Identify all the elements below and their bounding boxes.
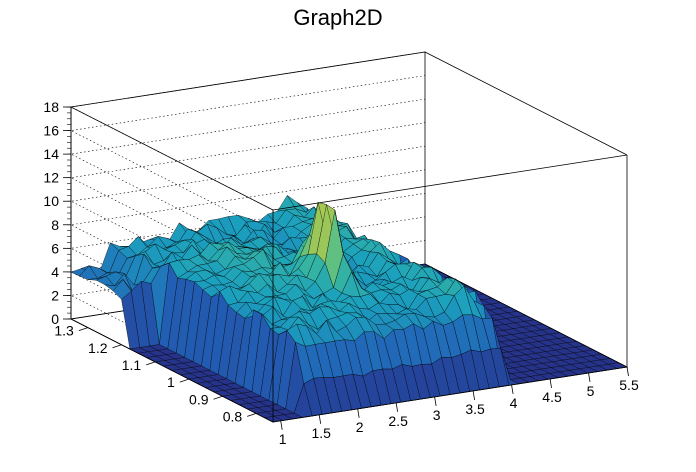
x-tick-mark <box>395 402 399 412</box>
y-axis-ticks: 0.8 0.9 1 1.1 1.2 1.3 <box>54 323 257 424</box>
surface-plot <box>70 195 628 423</box>
y-tick-label: 1.3 <box>54 323 74 339</box>
z-tick-label: 0 <box>51 311 59 327</box>
y-tick-mark <box>213 395 223 400</box>
frame-edge <box>424 51 628 156</box>
y-tick-mark <box>179 378 189 383</box>
y-tick-label: 1.1 <box>122 357 142 373</box>
y-tick-label: 1.2 <box>88 340 108 356</box>
chart-title: Graph2D <box>293 5 382 30</box>
x-tick-mark <box>434 396 437 406</box>
y-tick-mark <box>78 327 88 331</box>
x-tick-label: 4.5 <box>542 389 562 405</box>
x-tick-mark <box>511 384 514 395</box>
z-tick-label: 12 <box>43 170 59 186</box>
x-tick-label: 4 <box>510 395 518 411</box>
x-tick-mark <box>588 372 591 383</box>
x-axis-ticks: 1 1.5 2 2.5 3 3.5 4 4.5 5 5.5 <box>279 366 639 447</box>
frame-edge <box>424 263 628 368</box>
x-tick-label: 5.5 <box>619 377 639 393</box>
frame-edge <box>70 318 274 423</box>
x-tick-mark <box>626 366 629 377</box>
z-tick-label: 6 <box>51 240 59 256</box>
x-tick-label: 2.5 <box>388 413 408 429</box>
x-tick-mark <box>318 414 322 424</box>
x-tick-mark <box>472 390 475 400</box>
z-tick-label: 14 <box>43 146 59 162</box>
x-tick-label: 5 <box>587 383 595 399</box>
z-tick-label: 10 <box>43 193 59 209</box>
z-gridline <box>70 51 426 211</box>
z-tick-label: 16 <box>43 123 59 139</box>
x-tick-label: 3.5 <box>465 401 485 417</box>
x-tick-label: 3 <box>433 407 441 423</box>
z-gridline <box>70 75 426 234</box>
y-tick-mark <box>247 413 257 417</box>
frame-edge <box>272 154 628 211</box>
x-tick-label: 1 <box>279 431 287 447</box>
z-tick-label: 2 <box>51 287 59 303</box>
frame-edge <box>272 366 628 423</box>
y-tick-label: 1 <box>167 374 175 390</box>
z-tick-label: 8 <box>51 217 59 233</box>
z-axis-ticks: 0 2 4 6 8 10 12 14 16 18 <box>43 99 72 327</box>
y-tick-label: 0.8 <box>223 408 243 424</box>
y-tick-mark <box>146 361 156 366</box>
y-tick-label: 0.9 <box>189 391 209 407</box>
x-tick-mark <box>280 420 283 430</box>
y-tick-mark <box>112 344 122 349</box>
z-tick-label: 4 <box>51 264 59 280</box>
x-tick-label: 2 <box>356 419 364 435</box>
axes-frame <box>70 51 628 423</box>
x-tick-label: 1.5 <box>311 425 331 441</box>
x-tick-mark <box>357 408 360 418</box>
z-tick-label: 18 <box>43 99 59 115</box>
x-tick-mark <box>549 378 552 389</box>
